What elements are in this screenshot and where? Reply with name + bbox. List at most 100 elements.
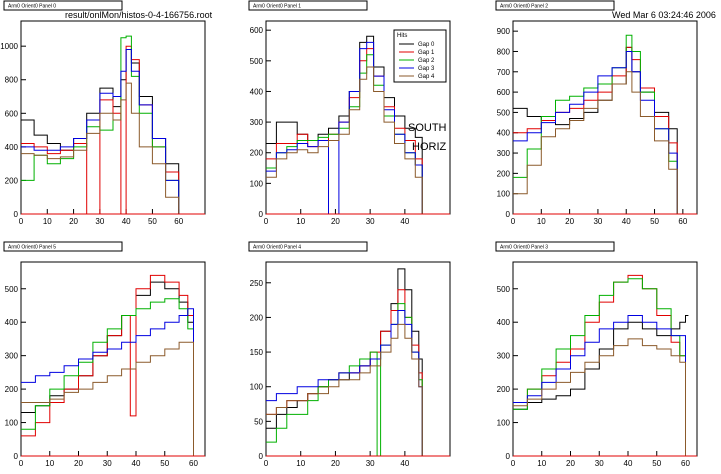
panel-title-box (495, 0, 615, 11)
x-tick-label: 60 (681, 459, 690, 468)
x-tick-label: 0 (264, 217, 269, 226)
x-tick-label: 60 (678, 217, 687, 226)
panel-2: Arm0 Orient0 Panel 201002003004005006007… (495, 0, 698, 226)
legend-box (393, 29, 447, 83)
x-tick-label: 40 (122, 217, 131, 226)
series-gap-3 (21, 308, 197, 457)
x-tick-label: 0 (19, 459, 24, 468)
series-gap-0 (513, 315, 689, 410)
y-tick-label: 0 (506, 452, 511, 461)
x-tick-label: 10 (537, 217, 546, 226)
x-tick-label: 30 (95, 217, 104, 226)
x-tick-label: 0 (19, 217, 24, 226)
y-tick-label: 200 (5, 176, 19, 185)
series-gap-3 (513, 51, 680, 215)
x-tick-label: 20 (565, 217, 574, 226)
x-tick-label: 20 (566, 459, 575, 468)
y-tick-label: 400 (497, 129, 511, 138)
x-tick-label: 40 (132, 459, 141, 468)
y-tick-label: 400 (5, 318, 19, 327)
y-tick-label: 200 (250, 313, 264, 322)
x-tick-label: 10 (296, 217, 305, 226)
x-tick-label: 0 (511, 459, 516, 468)
y-tick-label: 300 (5, 352, 19, 361)
y-tick-label: 800 (497, 47, 511, 56)
legend-label-gap3: Gap 3 (418, 66, 435, 72)
x-tick-label: 10 (296, 459, 305, 468)
x-tick-label: 30 (595, 459, 604, 468)
x-tick-label: 60 (189, 459, 198, 468)
y-tick-label: 200 (497, 385, 511, 394)
series-gap-3 (21, 49, 182, 215)
y-tick-label: 100 (5, 419, 19, 428)
x-tick-label: 40 (400, 459, 409, 468)
y-tick-label: 0 (14, 210, 19, 219)
y-tick-label: 400 (497, 318, 511, 327)
panel-title: Arm0 Orient0 Panel 2 (500, 4, 548, 10)
legend-label-gap1: Gap 1 (418, 50, 435, 56)
y-tick-label: 200 (5, 385, 19, 394)
y-tick-label: 100 (497, 190, 511, 199)
x-tick-label: 50 (148, 217, 157, 226)
series-gap-4 (513, 338, 689, 457)
legend-label-gap4: Gap 4 (418, 74, 435, 80)
panel-title-box (3, 241, 123, 252)
panel-title: Arm0 Orient0 Panel 4 (253, 245, 301, 251)
panel-0: Arm0 Orient0 Panel 0 0 200 400 600 800 1000 0 10… (0, 0, 206, 226)
series-gap-4 (21, 82, 182, 215)
y-tick-label: 400 (250, 87, 264, 96)
y-tick-label: 200 (250, 149, 264, 158)
x-tick-label: 50 (650, 217, 659, 226)
y-tick-label: 0 (506, 210, 511, 219)
x-tick-label: 50 (160, 459, 169, 468)
y-tick-label: 150 (250, 348, 264, 357)
panel-title: Arm0 Orient0 Panel 0 (8, 4, 56, 10)
x-tick-label: 30 (366, 459, 375, 468)
series-gap-4 (21, 341, 197, 457)
x-tick-label: 40 (400, 217, 409, 226)
panel-title-box (495, 241, 615, 252)
x-tick-label: 20 (74, 459, 83, 468)
y-tick-label: 300 (250, 118, 264, 127)
panel-5: Arm0 Orient0 Panel 3 0 100 200 300 400 500 0 10 2… (495, 241, 698, 468)
y-tick-label: 50 (254, 417, 263, 426)
x-tick-label: 10 (537, 459, 546, 468)
x-tick-label: 20 (331, 459, 340, 468)
y-tick-label: 500 (250, 57, 264, 66)
legend-label-gap2: Gap 2 (418, 58, 435, 64)
legend: Hits Gap 0 Gap 1 Gap 2 Gap 3 Gap 4 (393, 29, 447, 83)
y-tick-label: 300 (497, 149, 511, 158)
y-tick-label: 800 (5, 76, 19, 85)
legend-title: Hits (397, 33, 407, 39)
y-tick-label: 600 (5, 109, 19, 118)
x-tick-label: 30 (103, 459, 112, 468)
y-tick-label: 200 (497, 169, 511, 178)
x-tick-label: 60 (174, 217, 183, 226)
y-tick-label: 100 (250, 383, 264, 392)
y-tick-label: 250 (250, 279, 264, 288)
y-tick-label: 300 (497, 352, 511, 361)
panel-title-box (3, 0, 123, 11)
x-tick-label: 30 (593, 217, 602, 226)
y-tick-label: 0 (14, 452, 19, 461)
panel-title: Arm0 Orient0 Panel 5 (8, 245, 56, 251)
file-label: result/onlMon/histos-0-4-166756.root (65, 10, 213, 20)
x-tick-label: 0 (264, 459, 269, 468)
panel-4: Arm0 Orient0 Panel 4 0 50 100 150 200 250 0 10 20… (248, 241, 451, 468)
x-tick-label: 10 (43, 217, 52, 226)
y-tick-label: 100 (250, 179, 264, 188)
y-tick-label: 0 (259, 210, 264, 219)
x-tick-label: 30 (366, 217, 375, 226)
panel-1: Arm0 Orient0 Panel 1 0 100 200 300 400 500 600 0… (248, 0, 451, 226)
y-tick-label: 600 (497, 88, 511, 97)
y-tick-label: 900 (497, 27, 511, 36)
annotation-south: SOUTH (408, 122, 447, 134)
panel-3: Arm0 Orient0 Panel 5 0 100 200 300 400 500 0 10 2… (3, 241, 206, 468)
y-tick-label: 400 (5, 143, 19, 152)
x-tick-label: 20 (331, 217, 340, 226)
series-gap-4 (513, 71, 680, 215)
x-tick-label: 40 (622, 217, 631, 226)
x-tick-label: 10 (45, 459, 54, 468)
